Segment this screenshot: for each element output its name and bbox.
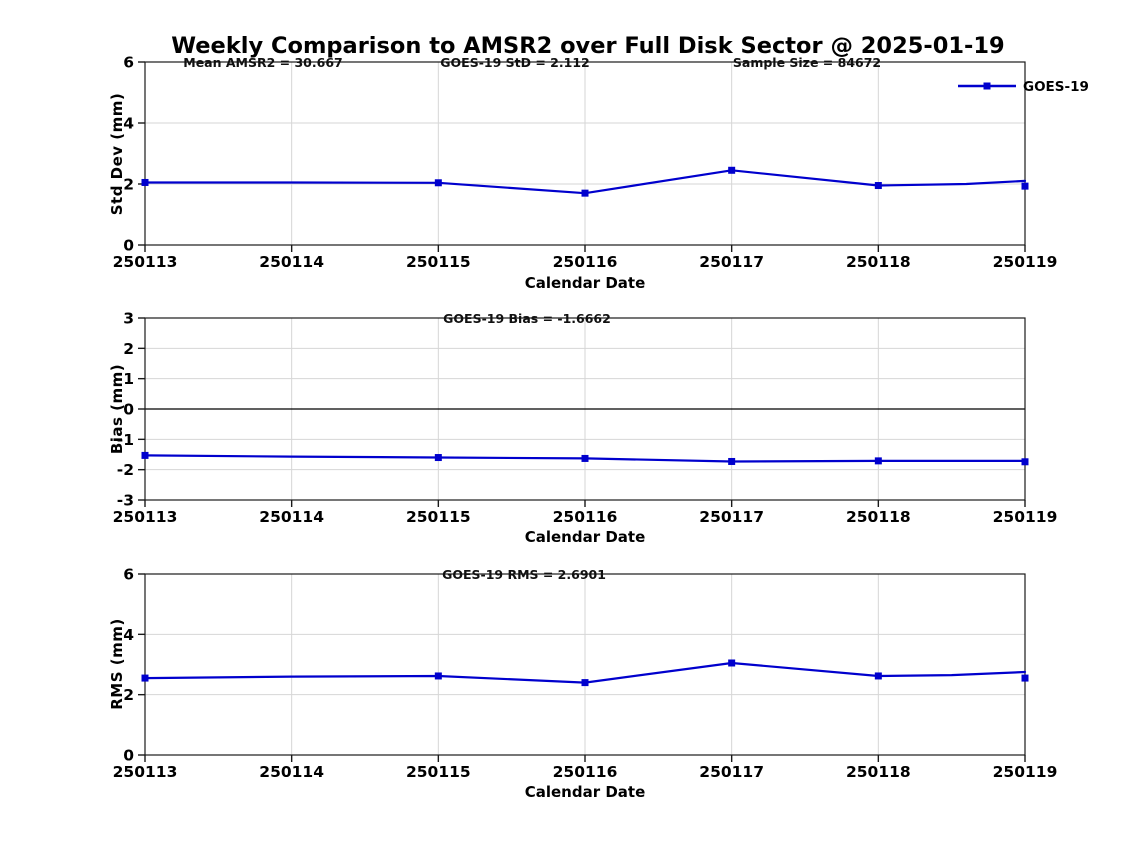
y-axis-label-rms: RMS (mm): [108, 618, 126, 709]
y-tick-label: 1: [123, 370, 134, 388]
x-axis-label-3: Calendar Date: [525, 783, 646, 801]
y-tick-label: -2: [117, 461, 134, 479]
x-tick-label: 250118: [846, 253, 911, 271]
y-axis-label-stddev: Std Dev (mm): [108, 93, 126, 216]
generated-plot-layer: 250113 250114 250115 250116 250117 250118 2501…: [113, 54, 1058, 782]
x-tick-label: 250118: [846, 763, 911, 781]
data-marker: [1021, 182, 1029, 190]
data-marker: [434, 179, 442, 187]
annotation-goes19-std: GOES-19 StD = 2.112: [440, 55, 589, 70]
x-tick-label: 250117: [699, 253, 764, 271]
x-axis-label-1: Calendar Date: [525, 274, 646, 292]
x-tick-label: 250113: [113, 763, 178, 781]
x-tick-label: 250119: [993, 763, 1058, 781]
data-marker: [874, 672, 882, 680]
y-tick-label: 6: [123, 54, 134, 72]
plot-border: [144, 573, 1026, 756]
data-marker: [1021, 674, 1029, 682]
x-tick-label: 250117: [699, 508, 764, 526]
series-line-goes-19: [143, 169, 1027, 195]
x-tick-label: 250116: [553, 253, 618, 271]
data-marker: [581, 454, 589, 462]
data-marker: [581, 679, 589, 687]
x-tick-label: 250115: [406, 253, 471, 271]
data-marker: [874, 182, 882, 190]
y-tick-label: 3: [123, 310, 134, 328]
data-marker: [728, 457, 736, 465]
y-axis-label-bias: Bias (mm): [108, 364, 126, 454]
y-tick-label: 4: [123, 115, 134, 133]
x-tick-label: 250117: [699, 763, 764, 781]
data-marker: [141, 451, 149, 459]
plot-border: [144, 61, 1026, 246]
x-tick-label: 250118: [846, 508, 911, 526]
x-tick-label: 250119: [993, 508, 1058, 526]
x-tick-label: 250115: [406, 763, 471, 781]
plot-border: [144, 317, 1026, 501]
annotation-sample-size: Sample Size = 84672: [733, 55, 881, 70]
data-marker: [141, 674, 149, 682]
x-tick-label: 250116: [553, 763, 618, 781]
x-tick-label: 250114: [259, 763, 324, 781]
data-marker: [728, 659, 736, 667]
data-marker: [1021, 458, 1029, 466]
x-tick-label: 250113: [113, 508, 178, 526]
y-tick-label: 2: [123, 340, 134, 358]
chart-title: Weekly Comparison to AMSR2 over Full Dis…: [171, 33, 1004, 59]
x-tick-label: 250115: [406, 508, 471, 526]
y-tick-label: 6: [123, 566, 134, 584]
x-tick-label: 250114: [259, 253, 324, 271]
annotation-goes19-bias: GOES-19 Bias = -1.6662: [443, 311, 611, 326]
data-marker: [434, 672, 442, 680]
legend-label-goes19: GOES-19: [1023, 79, 1089, 95]
y-tick-label: 0: [123, 747, 134, 765]
y-tick-label: 4: [123, 626, 134, 644]
y-tick-label: 2: [123, 176, 134, 194]
data-marker: [434, 454, 442, 462]
legend-marker-sample: [983, 82, 991, 90]
legend: GOES-19: [958, 79, 1089, 95]
y-tick-label: -3: [117, 492, 134, 510]
data-marker: [874, 457, 882, 465]
x-tick-label: 250119: [993, 253, 1058, 271]
x-tick-label: 250114: [259, 508, 324, 526]
series-line-goes-19: [143, 661, 1027, 684]
y-tick-label: 2: [123, 686, 134, 704]
y-tick-label: 0: [123, 237, 134, 255]
y-tick-label: 0: [123, 401, 134, 419]
annotation-goes19-rms: GOES-19 RMS = 2.6901: [442, 567, 606, 582]
data-marker: [141, 178, 149, 186]
x-axis-label-2: Calendar Date: [525, 528, 646, 546]
x-tick-label: 250116: [553, 508, 618, 526]
annotation-mean-amsr2: Mean AMSR2 = 30.667: [183, 55, 342, 70]
x-tick-label: 250113: [113, 253, 178, 271]
data-marker: [581, 189, 589, 197]
data-marker: [728, 166, 736, 174]
y-tick-label: -1: [117, 431, 134, 449]
